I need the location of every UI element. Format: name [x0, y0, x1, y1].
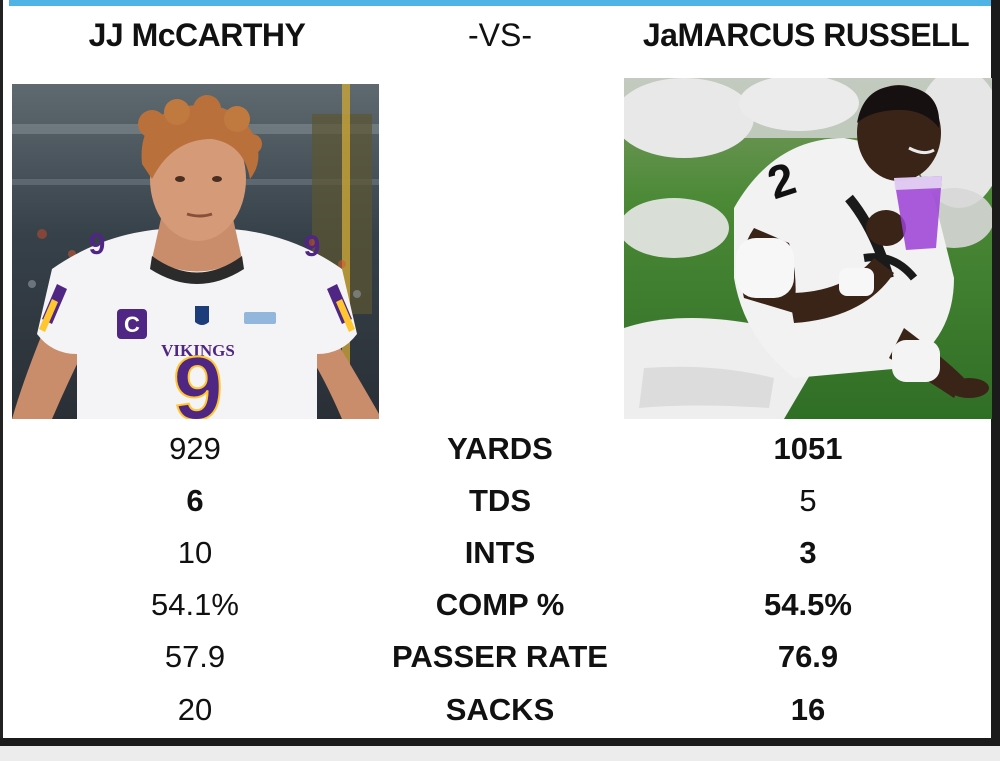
left-player-name: JJ McCARTHY [88, 17, 306, 53]
jersey-number-left: 9 [173, 339, 223, 419]
stat-label: INTS [464, 535, 536, 570]
jersey-team-text: VIKINGS [161, 341, 235, 360]
svg-text:9: 9 [304, 230, 321, 263]
stat-label: TDS [469, 483, 531, 518]
right-stat-value: 5 [799, 483, 817, 518]
stat-label: COMP % [435, 587, 565, 622]
stat-row: 54.1% COMP % 54.5% [0, 579, 1000, 631]
left-border [0, 0, 3, 740]
stat-row: 6 TDS 5 [0, 475, 1000, 527]
stat-label: PASSER RATE [392, 639, 608, 674]
right-stat-value: 16 [790, 692, 826, 727]
left-stat-value: 57.9 [164, 639, 226, 674]
right-stat-value: 3 [799, 535, 817, 570]
left-stat-value: 54.1% [151, 587, 239, 622]
stat-label: SACKS [445, 692, 555, 727]
accent-bar [9, 0, 991, 6]
right-player-name: JaMARCUS RUSSELL [642, 17, 970, 53]
bottom-border [0, 738, 1000, 746]
right-stat-value: 1051 [773, 431, 843, 466]
right-stat-value: 54.5% [764, 587, 852, 622]
stat-row: 10 INTS 3 [0, 527, 1000, 579]
left-stat-value: 929 [169, 431, 221, 466]
stat-row: 20 SACKS 16 [0, 684, 1000, 736]
right-player-photo: 2 [624, 78, 992, 419]
versus-label: -VS- [468, 17, 532, 53]
captain-patch: C [124, 312, 140, 337]
left-stat-value: 6 [186, 483, 204, 518]
stat-row: 57.9 PASSER RATE 76.9 [0, 631, 1000, 683]
bottom-strip [0, 746, 1000, 761]
left-stat-value: 20 [177, 692, 213, 727]
stat-label: YARDS [447, 431, 553, 466]
svg-text:9: 9 [89, 228, 106, 261]
right-stat-value: 76.9 [777, 639, 839, 674]
right-border [991, 0, 1000, 740]
left-stat-value: 10 [177, 535, 213, 570]
left-player-photo: C VIKINGS 9 9 9 [12, 84, 379, 419]
stat-row: 929 YARDS 1051 [0, 423, 1000, 475]
